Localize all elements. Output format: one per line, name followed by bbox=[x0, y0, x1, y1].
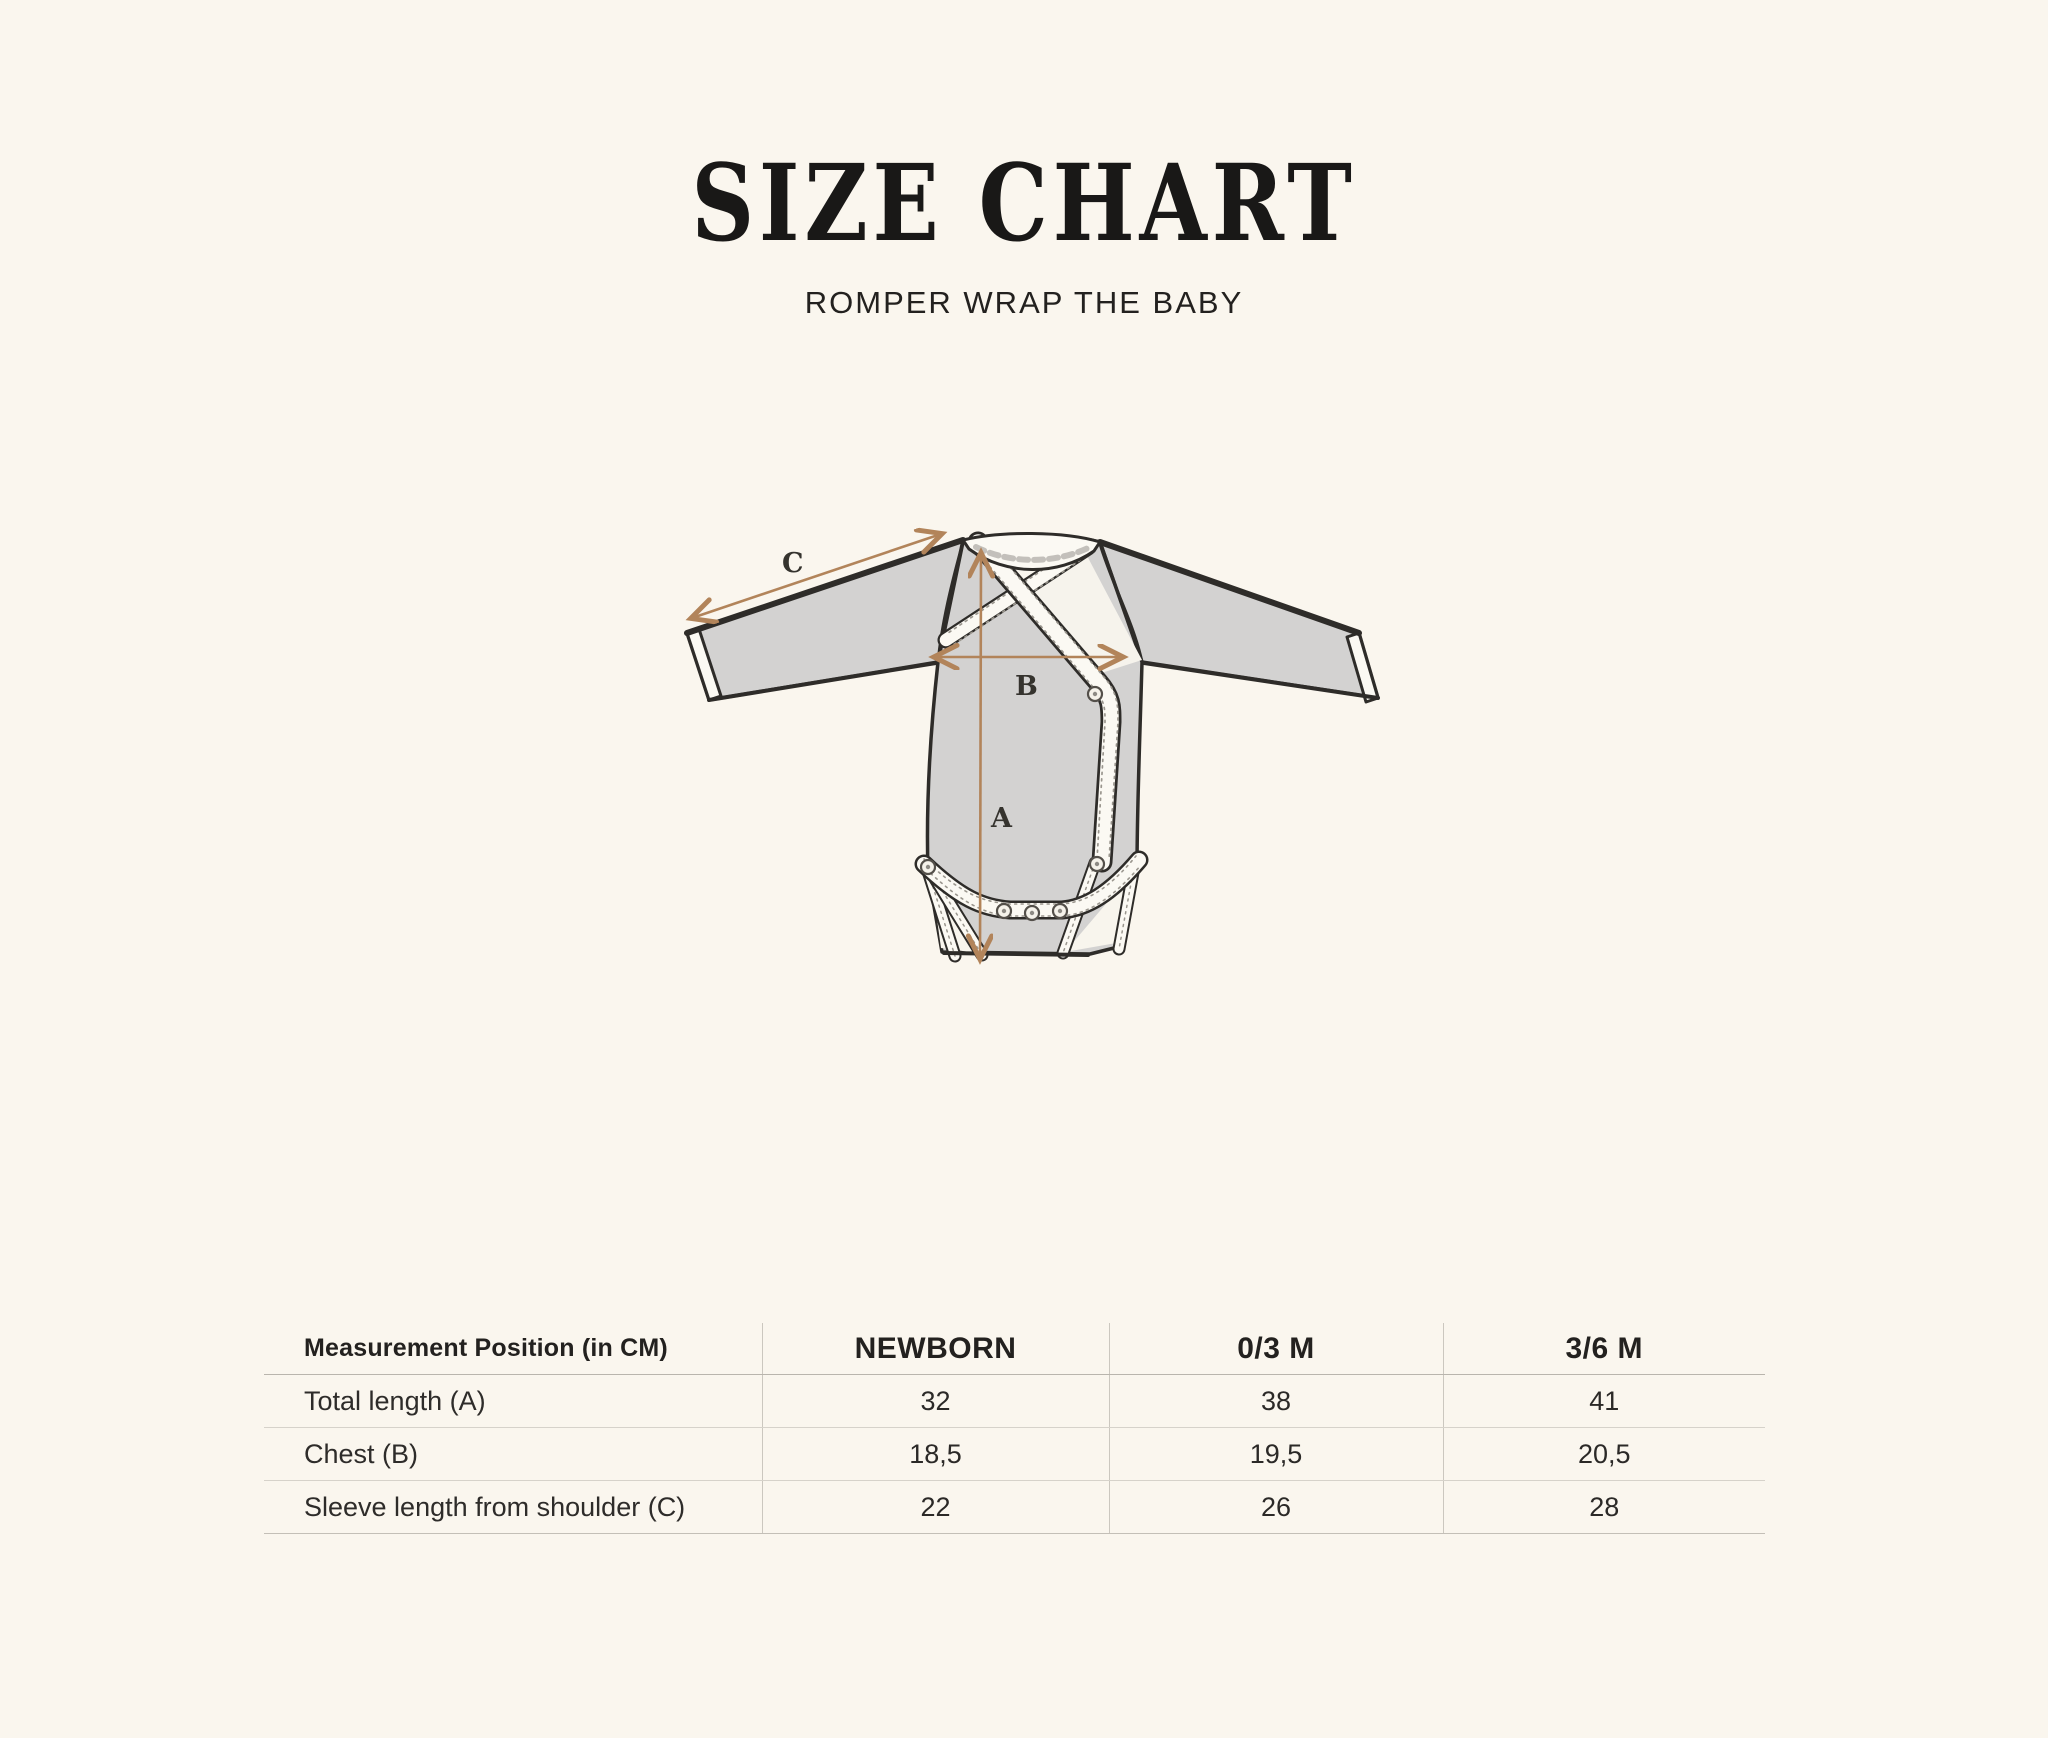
row-label: Total length (A) bbox=[264, 1374, 763, 1428]
table-row: Sleeve length from shoulder (C) 22 26 28 bbox=[264, 1480, 1765, 1534]
row-label: Chest (B) bbox=[264, 1427, 763, 1481]
page-subtitle: ROMPER WRAP THE BABY bbox=[804, 285, 1244, 320]
table-row: Total length (A) 32 38 41 bbox=[264, 1374, 1765, 1428]
right-cuff bbox=[1345, 631, 1380, 704]
col-header-0-3m: 0/3 M bbox=[1109, 1323, 1444, 1375]
cell-value: 18,5 bbox=[762, 1427, 1110, 1481]
table-header-row: Measurement Position (in CM) NEWBORN 0/3… bbox=[264, 1323, 1765, 1375]
table-row: Chest (B) 18,5 19,5 20,5 bbox=[264, 1427, 1765, 1481]
label-c: C bbox=[782, 548, 804, 579]
label-b: B bbox=[1015, 671, 1038, 702]
label-a: A bbox=[990, 803, 1013, 834]
romper-illustration bbox=[684, 531, 1380, 963]
arrow-a bbox=[980, 554, 981, 958]
cell-value: 41 bbox=[1443, 1374, 1765, 1428]
cell-value: 22 bbox=[762, 1480, 1110, 1534]
size-table: Measurement Position (in CM) NEWBORN 0/3… bbox=[264, 1323, 1765, 1534]
cell-value: 19,5 bbox=[1109, 1427, 1444, 1481]
cell-value: 26 bbox=[1109, 1480, 1444, 1534]
cell-value: 38 bbox=[1109, 1374, 1444, 1428]
arrow-c bbox=[692, 534, 941, 618]
page-title: SIZE CHART bbox=[691, 140, 1357, 265]
measurement-arrows bbox=[692, 534, 1122, 958]
row-label: Sleeve length from shoulder (C) bbox=[264, 1480, 763, 1534]
col-header-3-6m: 3/6 M bbox=[1443, 1323, 1765, 1375]
cell-value: 32 bbox=[762, 1374, 1110, 1428]
cell-value: 28 bbox=[1443, 1480, 1765, 1534]
col-header-measurement: Measurement Position (in CM) bbox=[264, 1323, 763, 1375]
cell-value: 20,5 bbox=[1443, 1427, 1765, 1481]
romper-diagram: C B A bbox=[684, 490, 1380, 990]
col-header-newborn: NEWBORN bbox=[762, 1323, 1110, 1375]
neck-band bbox=[961, 532, 1102, 571]
